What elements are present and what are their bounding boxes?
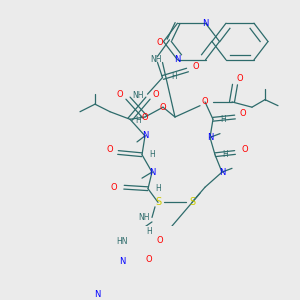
Text: H: H (135, 116, 141, 125)
Text: O: O (142, 112, 148, 122)
Text: NH: NH (138, 213, 150, 222)
Text: O: O (117, 90, 123, 99)
Text: O: O (240, 110, 246, 118)
Text: HN: HN (116, 237, 128, 246)
Text: O: O (157, 236, 163, 244)
Text: O: O (146, 255, 152, 264)
Text: O: O (237, 74, 243, 83)
Text: O: O (192, 62, 199, 71)
Text: O: O (156, 38, 163, 47)
Text: N: N (119, 257, 126, 266)
Text: O: O (111, 183, 117, 192)
Text: N: N (219, 168, 225, 177)
Text: N: N (149, 168, 155, 177)
Text: N: N (174, 55, 181, 64)
Text: N: N (207, 133, 213, 142)
Text: O: O (107, 145, 113, 154)
Text: O: O (242, 145, 248, 154)
Text: H: H (149, 150, 155, 159)
Text: O: O (160, 103, 166, 112)
Text: H: H (222, 150, 228, 159)
Text: N: N (202, 19, 209, 28)
Text: O: O (153, 90, 159, 99)
Text: N: N (94, 290, 101, 298)
Text: O: O (202, 98, 208, 106)
Text: H: H (155, 184, 161, 193)
Text: S: S (155, 197, 161, 207)
Text: N: N (142, 131, 148, 140)
Text: NH: NH (132, 91, 143, 100)
Text: S: S (189, 197, 195, 207)
Text: H: H (172, 72, 177, 81)
Text: H: H (220, 115, 226, 124)
Text: NH: NH (150, 55, 161, 64)
Text: H: H (146, 227, 152, 236)
